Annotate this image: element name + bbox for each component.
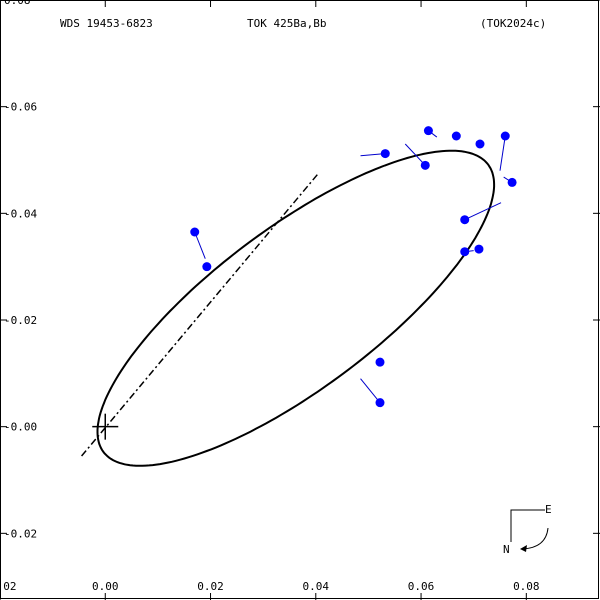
orbit-ellipse xyxy=(96,149,496,467)
observation-point xyxy=(420,160,430,170)
observation-point xyxy=(500,131,510,141)
observation-point xyxy=(380,149,390,159)
residual-line xyxy=(464,202,502,221)
observation-point xyxy=(375,357,385,367)
y-tick-label: -0.04 xyxy=(4,207,37,220)
observation-point xyxy=(423,126,433,136)
observation-point xyxy=(474,244,484,254)
primary-star-marker xyxy=(92,413,119,440)
x-tick-label: 0.04 xyxy=(303,580,330,593)
y-tick-label: 0.08 xyxy=(4,0,31,7)
observation-point xyxy=(375,398,385,408)
y-tick-label: -0.02 xyxy=(4,314,37,327)
y-tick-label: -0.02 xyxy=(4,527,37,540)
observation-point xyxy=(460,247,470,257)
axis-tick-labels: -0.02 0.00 0.02 0.04 0.06 0.08 0.08 -0.06 -0.04 -… xyxy=(0,0,540,593)
x-tick-label: 0.00 xyxy=(92,580,119,593)
x-tick-label: 0.02 xyxy=(197,580,224,593)
header-wds-label: WDS 19453-6823 xyxy=(60,17,153,30)
header-reference-label: (TOK2024c) xyxy=(480,17,546,30)
compass-north-label: N xyxy=(503,543,510,556)
observation-point xyxy=(190,227,200,237)
x-tick-label: 0.06 xyxy=(408,580,435,593)
line-of-nodes xyxy=(81,172,319,457)
observation-point xyxy=(460,215,470,225)
compass-east-label: E xyxy=(545,503,552,516)
residual-lines xyxy=(194,130,513,403)
header-system-label: TOK 425Ba,Bb xyxy=(247,17,326,30)
observation-points xyxy=(190,126,517,408)
observation-point xyxy=(202,262,212,272)
x-tick-label: 0.08 xyxy=(513,580,540,593)
residual-line xyxy=(499,135,506,171)
observation-point xyxy=(475,139,485,149)
residual-line xyxy=(360,378,381,403)
residual-line xyxy=(404,143,426,166)
x-tick-label: -0.02 xyxy=(0,580,17,593)
residual-line xyxy=(194,231,206,259)
y-tick-label: -0.00 xyxy=(4,421,37,434)
compass-icon: E N xyxy=(503,503,552,556)
observation-point xyxy=(507,177,517,187)
observation-point xyxy=(451,131,461,141)
y-tick-label: -0.06 xyxy=(4,101,37,114)
